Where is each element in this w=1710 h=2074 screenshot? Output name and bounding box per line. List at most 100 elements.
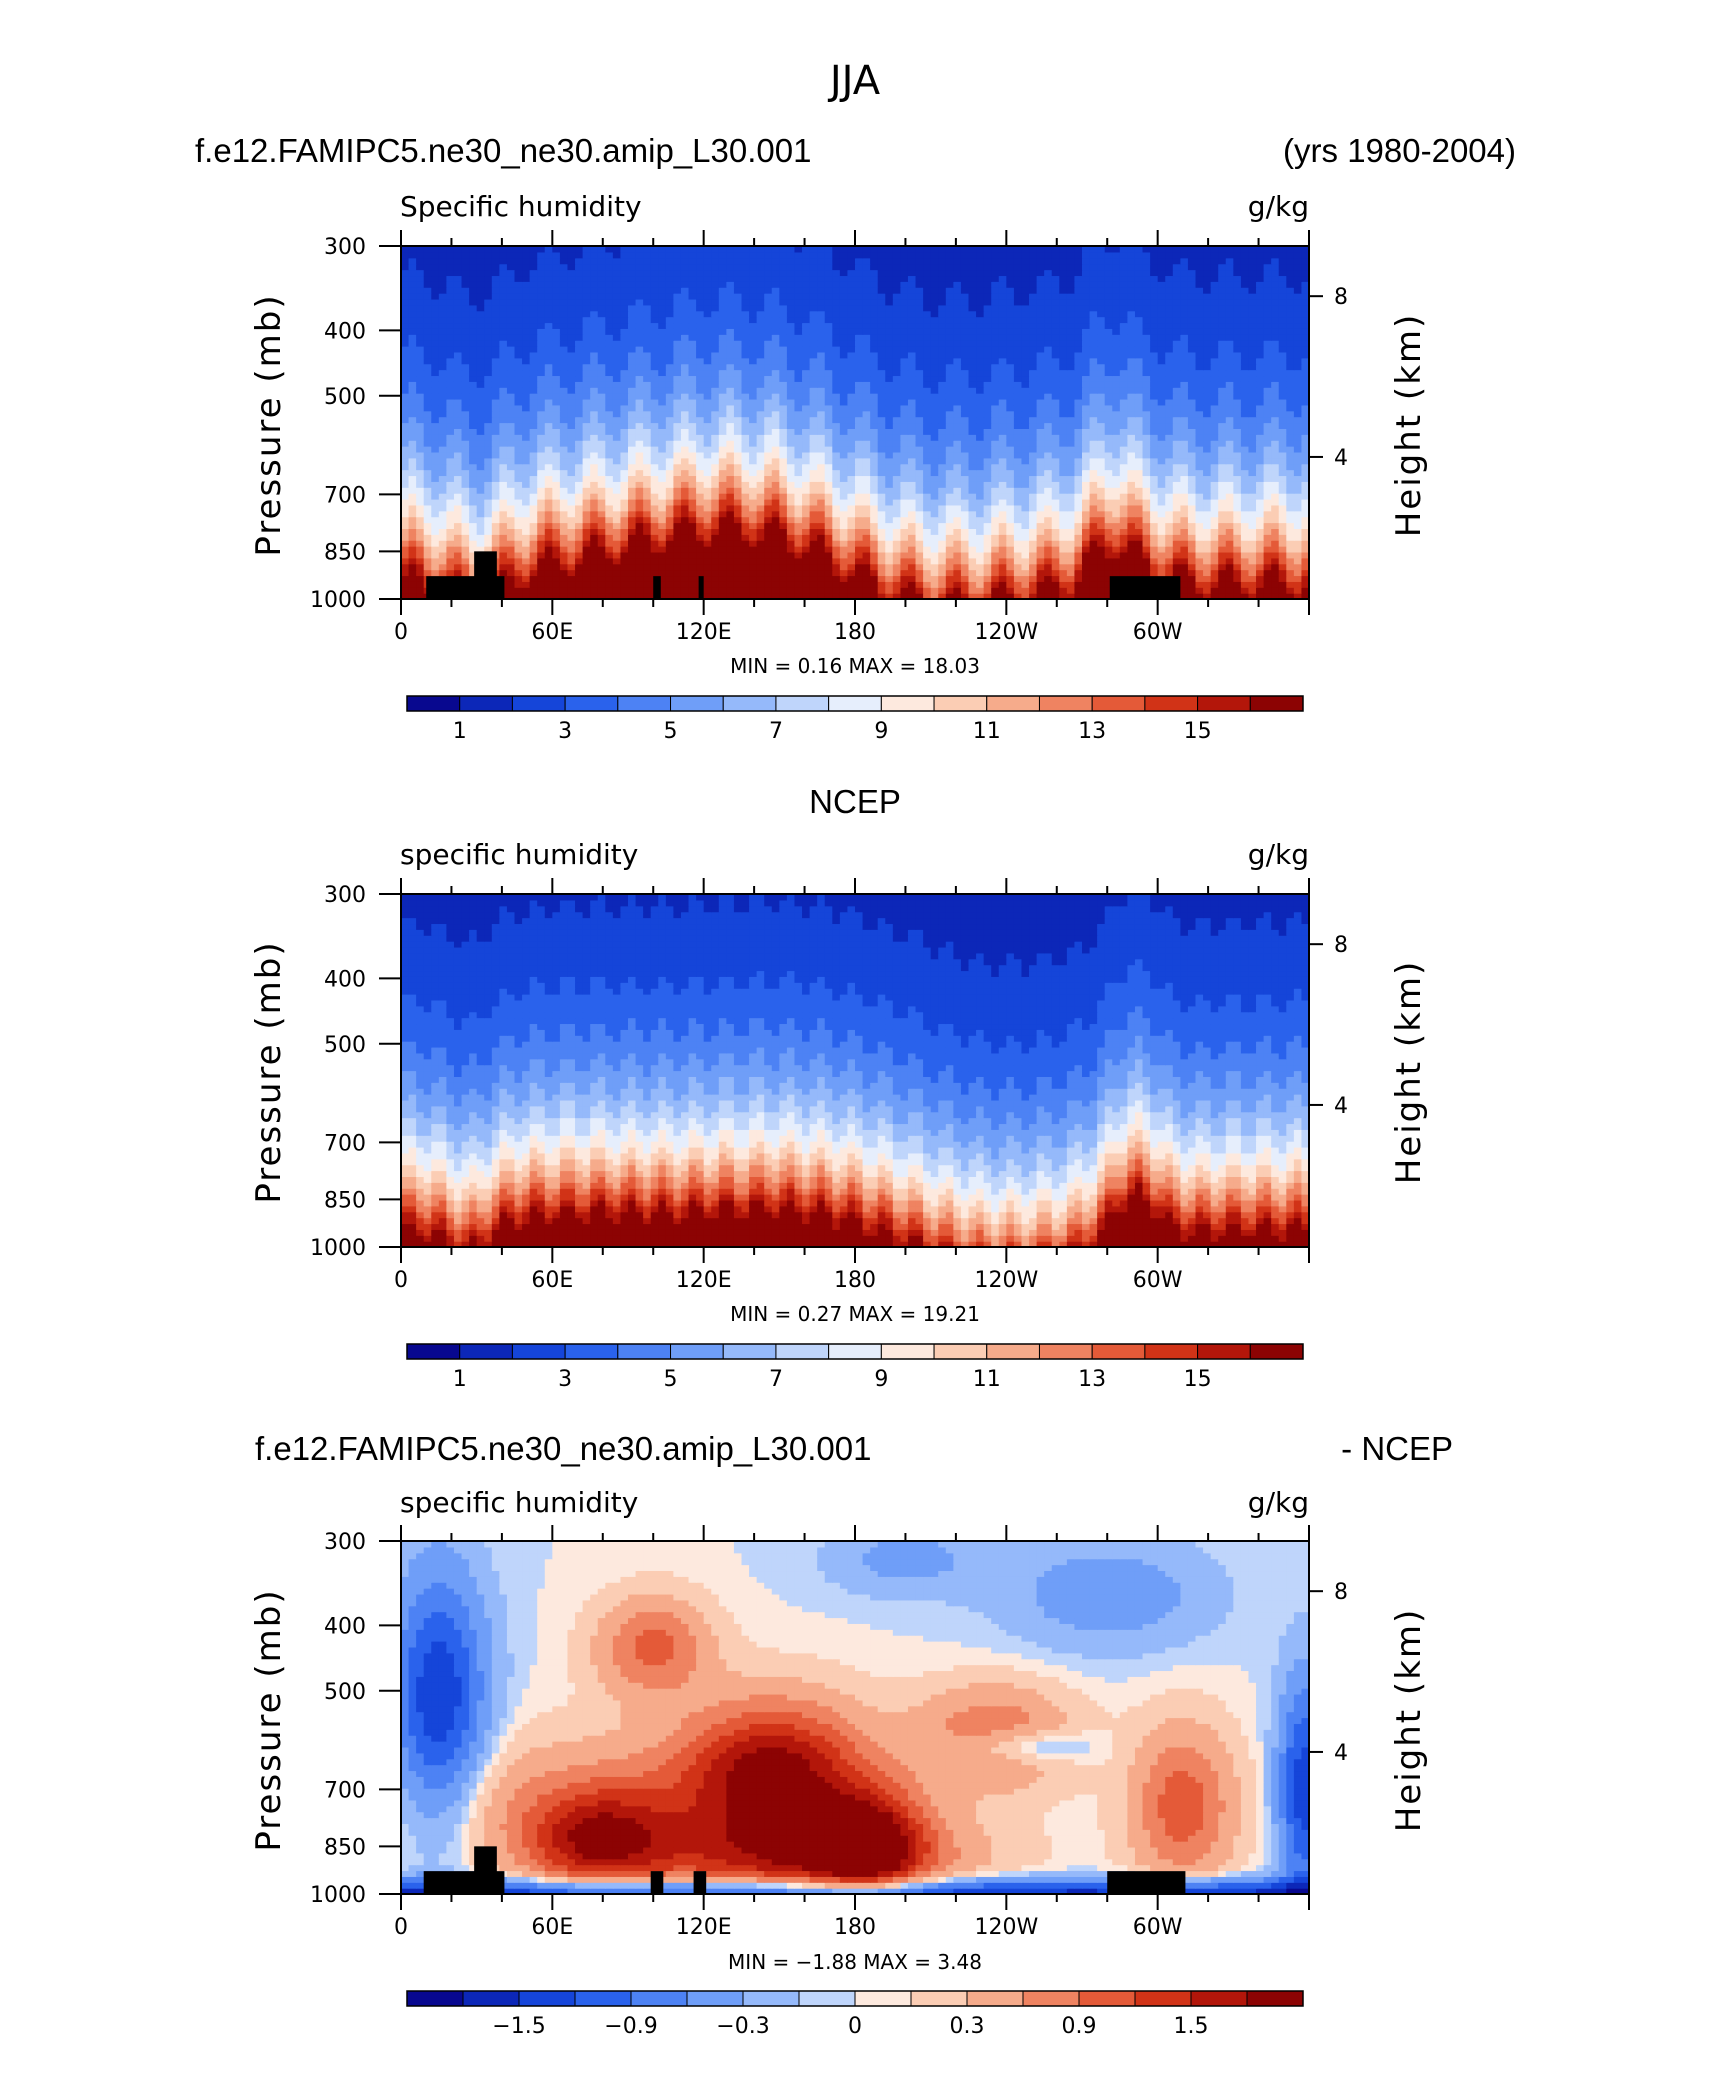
contour-cell [559, 375, 569, 382]
contour-cell [1233, 387, 1242, 394]
contour-cell [1157, 475, 1166, 482]
contour-cell [665, 369, 674, 377]
contour-cell [832, 369, 841, 377]
contour-cell [1013, 487, 1023, 494]
contour-cell [537, 363, 546, 371]
contour-cell [733, 481, 743, 488]
contour-cell [839, 457, 849, 465]
contour-cell [907, 451, 917, 459]
contour-cell [1119, 428, 1128, 435]
contour-cell [1051, 522, 1060, 529]
contour-cell [1104, 551, 1113, 559]
contour-cell [938, 569, 947, 577]
contour-cell [718, 451, 727, 459]
contour-cell [1142, 540, 1151, 547]
contour-cell [1013, 587, 1023, 594]
contour-cell [680, 404, 690, 412]
contour-cell [506, 487, 516, 494]
contour-cell [1293, 440, 1303, 447]
contour-cell [620, 357, 629, 365]
contour-cell [552, 451, 561, 459]
contour-cell [915, 375, 924, 382]
contour-cell [658, 410, 667, 418]
contour-cell [824, 381, 833, 388]
contour-cell [514, 510, 523, 518]
contour-cell [544, 351, 553, 359]
contour-cell [1013, 504, 1023, 512]
contour-cell [756, 440, 765, 447]
contour-cell [514, 516, 523, 524]
contour-cell [1051, 440, 1060, 447]
contour-cell [802, 575, 811, 582]
contour-cell [1097, 593, 1106, 600]
contour-cell [1233, 451, 1242, 459]
contour-cell [1142, 534, 1151, 541]
contour-cell [749, 569, 758, 577]
contour-cell [1127, 487, 1136, 494]
contour-cell [749, 504, 758, 512]
contour-cell [733, 410, 743, 418]
contour-cell [658, 416, 667, 424]
contour-cell [991, 393, 1000, 400]
contour-cell [1256, 381, 1265, 388]
contour-cell [915, 551, 924, 559]
contour-cell [461, 422, 470, 429]
contour-cell [431, 351, 440, 359]
contour-cell [1180, 475, 1189, 482]
contour-cell [832, 498, 841, 506]
contour-cell [1165, 457, 1174, 465]
contour-cell [484, 404, 493, 412]
contour-cell [1218, 369, 1227, 377]
contour-cell [1180, 540, 1189, 547]
contour-cell [1036, 404, 1045, 412]
contour-cell [1218, 451, 1227, 459]
contour-cell [499, 451, 508, 459]
contour-cell [915, 387, 924, 394]
contour-cell [794, 446, 803, 453]
contour-cell [1286, 410, 1295, 418]
contour-cell [945, 404, 954, 412]
contour-cell [1195, 510, 1204, 518]
contour-cell [431, 381, 440, 388]
contour-cell [1044, 381, 1053, 388]
contour-cell [817, 387, 826, 394]
contour-cell [1165, 510, 1174, 518]
contour-cell [635, 422, 644, 429]
contour-cell [1059, 569, 1068, 577]
contour-cell [431, 516, 440, 524]
contour-cell [991, 381, 1000, 388]
contour-cell [786, 540, 796, 547]
contour-cell [461, 357, 470, 365]
contour-cell [1278, 510, 1287, 518]
contour-cell [749, 481, 758, 488]
contour-cell [506, 569, 516, 577]
contour-cell [438, 369, 447, 377]
contour-cell [605, 387, 614, 394]
contour-cell [559, 451, 569, 459]
contour-cell [983, 581, 992, 588]
contour-cell [696, 446, 705, 453]
contour-cell [1286, 469, 1295, 477]
contour-cell [786, 387, 796, 394]
contour-cell [522, 463, 531, 471]
contour-cell [1150, 469, 1159, 477]
contour-cell [416, 587, 425, 594]
contour-cell [1180, 510, 1189, 518]
contour-cell [741, 481, 750, 488]
contour-cell [1051, 451, 1060, 459]
contour-cell [877, 440, 886, 447]
contour-cell [1082, 428, 1091, 435]
contour-cell [976, 375, 985, 382]
contour-cell [1119, 410, 1128, 418]
contour-cell [1104, 510, 1113, 518]
contour-cell [839, 504, 849, 512]
contour-cell [907, 575, 917, 582]
contour-cell [809, 546, 818, 553]
contour-cell [431, 510, 440, 518]
contour-cell [688, 587, 697, 594]
contour-cell [991, 457, 1000, 465]
contour-cell [938, 446, 947, 453]
contour-cell [1172, 416, 1181, 424]
contour-cell [900, 540, 909, 547]
contour-cell [1293, 398, 1303, 406]
